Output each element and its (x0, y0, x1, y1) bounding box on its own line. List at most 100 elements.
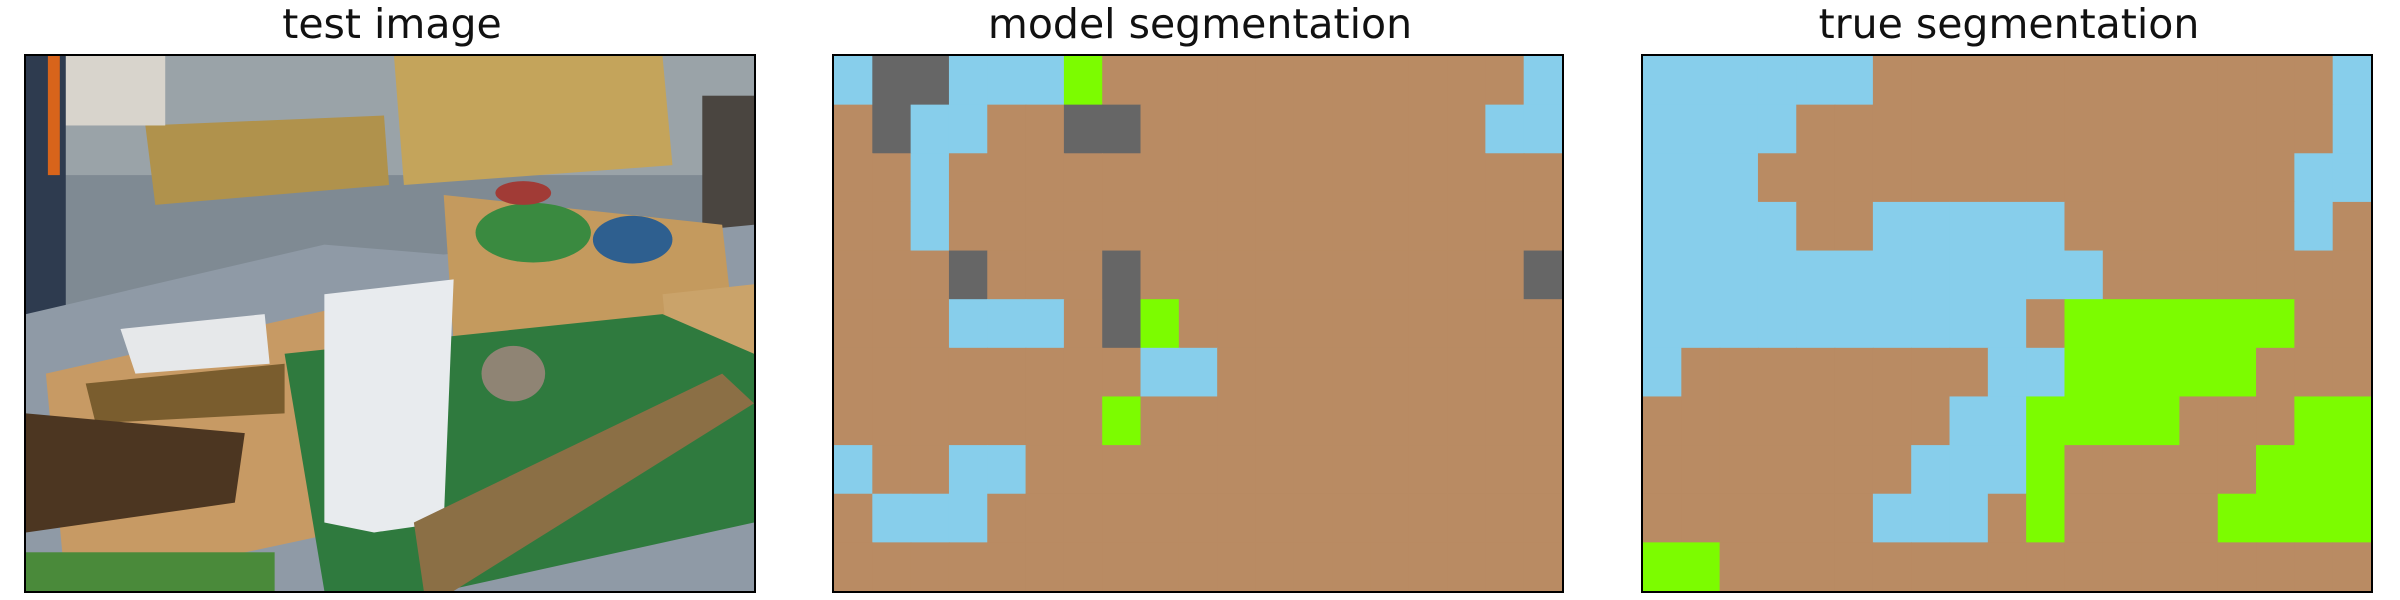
true-segmentation-cell (1911, 445, 1951, 495)
model-segmentation-cell (1178, 56, 1218, 106)
true-segmentation-cell (1643, 347, 1683, 398)
model-segmentation-cell (834, 104, 874, 155)
model-segmentation-cell (1140, 56, 1180, 106)
model-segmentation-cell (1063, 299, 1103, 349)
model-segmentation-cell (987, 445, 1027, 495)
true-segmentation-cell (1681, 396, 1721, 447)
model-segmentation-cell (948, 347, 989, 398)
model-segmentation-cell (1293, 153, 1333, 203)
model-segmentation-cell (1370, 250, 1410, 301)
model-segmentation-cell (1332, 396, 1372, 447)
true-segmentation-cell (1757, 104, 1798, 155)
true-segmentation-cell (1681, 250, 1721, 301)
model-segmentation-cell (1102, 347, 1142, 398)
model-segmentation-cell (834, 396, 874, 447)
true-segmentation-cell (1719, 104, 1759, 155)
true-segmentation-cell (2102, 396, 2142, 447)
true-segmentation-cell (2026, 396, 2066, 447)
true-segmentation-cell (2256, 104, 2296, 155)
model-segmentation-cell (1332, 153, 1372, 203)
model-segmentation-cell (1178, 201, 1218, 252)
model-segmentation-cell (1523, 104, 1562, 155)
true-segmentation-cell (2102, 201, 2142, 252)
model-segmentation-cell (1255, 299, 1295, 349)
model-segmentation-cell (1447, 104, 1487, 155)
true-segmentation-cell (1987, 396, 2027, 447)
model-segmentation-cell (1255, 493, 1295, 544)
model-segmentation-cell (948, 250, 989, 301)
true-segmentation-cell (1681, 493, 1721, 544)
true-segmentation-cell (2141, 299, 2181, 349)
model-segmentation-cell (1293, 493, 1333, 544)
true-segmentation-cell (1987, 493, 2027, 544)
model-segmentation-cell (1408, 347, 1448, 398)
true-segmentation-cell (1987, 104, 2027, 155)
model-segmentation-cell (1255, 201, 1295, 252)
model-segmentation-cell (1255, 445, 1295, 495)
model-segmentation-cell (1447, 445, 1487, 495)
model-segmentation-cell (987, 104, 1027, 155)
model-segmentation-cell (1293, 250, 1333, 301)
model-segmentation-cell (1447, 201, 1487, 252)
true-segmentation-cell (1834, 153, 1874, 203)
model-segmentation-cell (1025, 250, 1065, 301)
model-segmentation-cell (1063, 104, 1103, 155)
true-segmentation-cell (2102, 104, 2142, 155)
model-segmentation-cell (987, 347, 1027, 398)
model-segmentation-cell (1293, 201, 1333, 252)
model-segmentation-cell (834, 493, 874, 544)
model-segmentation-cell (1140, 201, 1180, 252)
model-segmentation-cell (987, 201, 1027, 252)
model-segmentation-cell (1025, 542, 1065, 591)
true-segmentation-cell (2256, 396, 2296, 447)
true-segmentation-cell (2179, 347, 2219, 398)
true-segmentation-cell (1719, 250, 1759, 301)
true-segmentation-cell (2179, 445, 2219, 495)
true-segmentation-cell (2102, 299, 2142, 349)
true-segmentation-cell (2102, 153, 2142, 203)
true-segmentation-cell (1643, 56, 1683, 106)
true-segmentation-cell (2217, 153, 2257, 203)
true-segmentation-cell (1987, 542, 2027, 591)
model-segmentation-cell (834, 153, 874, 203)
model-segmentation-cell (910, 104, 950, 155)
model-segmentation-cell (1025, 201, 1065, 252)
true-segmentation-cell (1949, 445, 1989, 495)
model-segmentation-cell (1370, 542, 1410, 591)
model-segmentation-cell (910, 493, 950, 544)
true-segmentation-cell (2179, 201, 2219, 252)
true-segmentation-grid (1643, 56, 2371, 591)
model-segmentation-cell (987, 250, 1027, 301)
model-segmentation-cell (1025, 153, 1065, 203)
true-segmentation-cell (1949, 347, 1989, 398)
true-segmentation-cell (2256, 153, 2296, 203)
model-segmentation-cell (1485, 299, 1525, 349)
model-segmentation-cell (1485, 493, 1525, 544)
true-segmentation-cell (2064, 201, 2104, 252)
model-segmentation-cell (1063, 56, 1103, 106)
model-segmentation-cell (948, 153, 989, 203)
model-segmentation-cell (834, 542, 874, 591)
model-segmentation-cell (1102, 542, 1142, 591)
model-segmentation-cell (1178, 396, 1218, 447)
model-segmentation-cell (987, 299, 1027, 349)
true-segmentation-cell (2102, 493, 2142, 544)
true-segmentation-cell (2256, 493, 2296, 544)
true-segmentation-cell (1987, 347, 2027, 398)
true-segmentation-cell (2141, 445, 2181, 495)
true-segmentation-cell (2064, 493, 2104, 544)
true-segmentation-cell (2064, 250, 2104, 301)
true-segmentation-cell (2141, 201, 2181, 252)
true-segmentation-cell (1911, 493, 1951, 544)
model-segmentation-cell (1178, 250, 1218, 301)
model-segmentation-cell (1293, 542, 1333, 591)
model-segmentation-cell (1025, 104, 1065, 155)
true-segmentation-cell (1834, 56, 1874, 106)
true-segmentation-cell (2256, 542, 2296, 591)
model-segmentation-cell (1140, 153, 1180, 203)
true-segmentation-cell (1872, 347, 1912, 398)
true-segmentation-cell (1834, 201, 1874, 252)
model-segmentation-cell (834, 250, 874, 301)
true-segmentation-cell (2332, 347, 2371, 398)
model-segmentation-cell (948, 201, 989, 252)
